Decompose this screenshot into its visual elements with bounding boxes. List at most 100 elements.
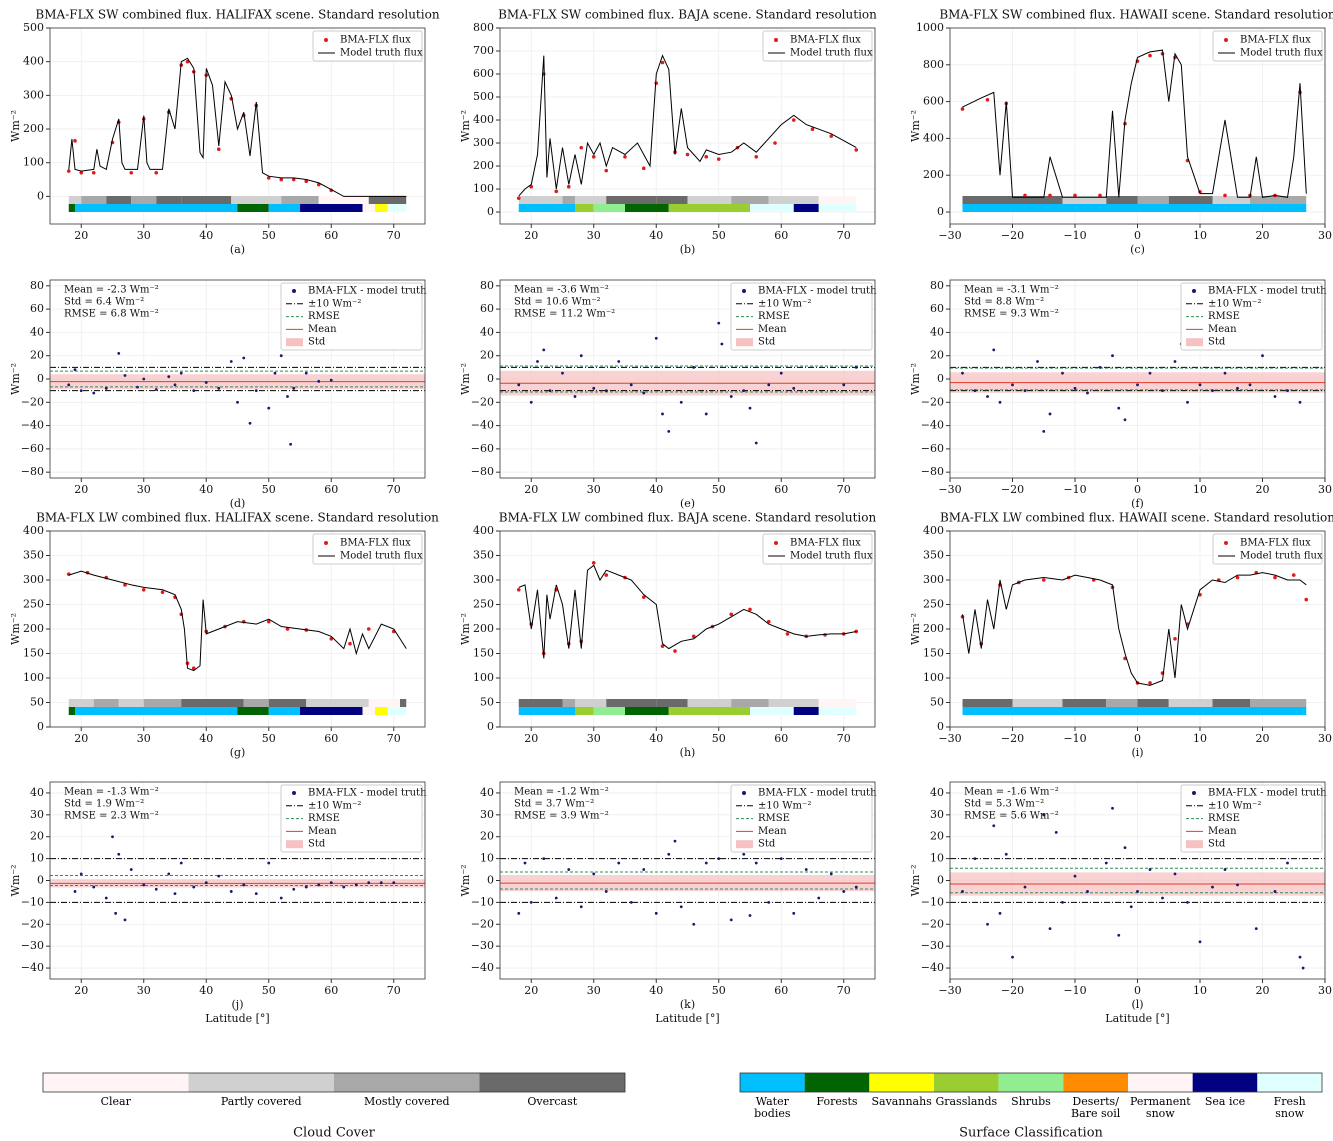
difference-point — [1061, 900, 1064, 904]
y-tick-label: −20 — [921, 395, 944, 408]
class-strip — [656, 699, 688, 707]
y-tick-label: 0 — [937, 720, 944, 733]
y-tick-label: 200 — [923, 622, 944, 635]
model-line — [68, 570, 407, 672]
difference-point — [154, 388, 158, 391]
legend-label: Std — [1208, 839, 1226, 850]
x-tick-label: 10 — [1193, 984, 1207, 997]
difference-point — [79, 872, 83, 876]
y-tick-label: 200 — [473, 622, 494, 635]
class-strip — [593, 707, 625, 715]
flux-point — [66, 169, 71, 173]
class-strip — [606, 699, 657, 707]
class-strip — [518, 204, 575, 212]
difference-point — [92, 885, 96, 889]
difference-point — [1161, 896, 1164, 900]
difference-point — [548, 389, 552, 393]
flux-point — [1273, 575, 1277, 580]
y-tick-label: 0 — [937, 205, 944, 218]
class-strip — [575, 707, 594, 715]
difference-point — [123, 918, 127, 922]
y-tick-label: 20 — [30, 830, 44, 843]
stat-text: Mean = -1.2 Wm⁻² — [514, 787, 609, 798]
difference-point — [1011, 383, 1014, 387]
class-strip — [1106, 699, 1138, 707]
y-tick-label: −30 — [921, 939, 944, 952]
x-tick-label: −10 — [1063, 229, 1086, 242]
difference-point — [1123, 418, 1127, 422]
legend-label: BMA-FLX - model truth — [308, 788, 427, 799]
y-tick-label: −80 — [471, 465, 494, 478]
colorbar-title: Surface Classification — [959, 1126, 1103, 1141]
panel-label: (d) — [230, 497, 246, 510]
colorbar-label: Sea ice — [1204, 1095, 1246, 1108]
class-strip — [962, 204, 1307, 212]
legend-label: RMSE — [308, 311, 340, 322]
legend-box — [762, 30, 873, 62]
difference-point — [704, 412, 708, 416]
y-tick-label: 400 — [23, 55, 44, 68]
difference-point — [517, 383, 521, 387]
difference-point — [1173, 360, 1177, 363]
y-tick-label: 700 — [473, 44, 494, 57]
class-strip — [118, 699, 144, 707]
x-tick-label: −20 — [1001, 483, 1024, 496]
class-strip — [231, 196, 282, 204]
y-tick-label: −20 — [21, 917, 44, 930]
y-axis-label: Wm⁻² — [9, 110, 22, 142]
class-strip — [300, 707, 363, 715]
difference-point — [961, 890, 964, 893]
difference-point — [1298, 955, 1302, 959]
class-strip — [818, 699, 857, 707]
model-line — [518, 54, 857, 197]
legend-label: BMA-FLX flux — [340, 35, 411, 46]
x-tick-label: 60 — [324, 984, 338, 997]
stat-text: RMSE = 9.3 Wm⁻² — [964, 309, 1059, 320]
flux-point — [1073, 193, 1077, 198]
difference-point — [717, 321, 721, 325]
legend-label: RMSE — [1208, 311, 1240, 322]
difference-point — [267, 861, 271, 865]
difference-point — [986, 922, 989, 926]
class-strip — [1137, 699, 1169, 707]
class-strip — [268, 204, 300, 212]
y-tick-label: −40 — [471, 419, 494, 432]
difference-point — [1098, 365, 1102, 369]
flux-point — [160, 590, 165, 595]
y-tick-label: 30 — [30, 808, 44, 821]
difference-point — [367, 881, 371, 885]
legend-label: ±10 Wm⁻² — [1208, 298, 1261, 309]
class-strip — [962, 699, 1013, 707]
difference-point — [1198, 383, 1202, 387]
x-tick-label: −20 — [1001, 229, 1024, 242]
difference-point — [104, 386, 108, 390]
y-tick-label: 600 — [923, 95, 944, 108]
difference-point — [329, 378, 333, 382]
y-tick-label: 250 — [473, 598, 494, 611]
x-tick-label: 10 — [1193, 229, 1207, 242]
difference-point — [992, 348, 996, 352]
x-tick-label: 40 — [199, 984, 213, 997]
difference-point — [998, 911, 1002, 915]
colorbar-label: Clear — [100, 1095, 131, 1108]
y-axis-label: Wm⁻² — [909, 363, 922, 395]
legend-swatch — [774, 541, 778, 545]
legend-box — [1180, 784, 1323, 853]
x-tick-label: −10 — [1063, 732, 1086, 745]
flux-point — [1304, 597, 1309, 602]
panel-label: (h) — [680, 746, 696, 759]
y-tick-label: 200 — [23, 622, 44, 635]
legend-swatch — [1224, 541, 1228, 545]
colorbar-label: Mostly covered — [364, 1095, 450, 1108]
x-tick-label: −20 — [1001, 984, 1024, 997]
class-strip — [75, 204, 238, 212]
flux-point — [191, 666, 196, 670]
flux-point — [716, 157, 721, 161]
difference-point — [617, 861, 621, 865]
flux-point — [1098, 193, 1102, 198]
class-strip — [343, 196, 369, 204]
class-strip — [1137, 196, 1169, 204]
x-tick-label: 20 — [1256, 984, 1270, 997]
panel-label: (c) — [1130, 243, 1145, 256]
